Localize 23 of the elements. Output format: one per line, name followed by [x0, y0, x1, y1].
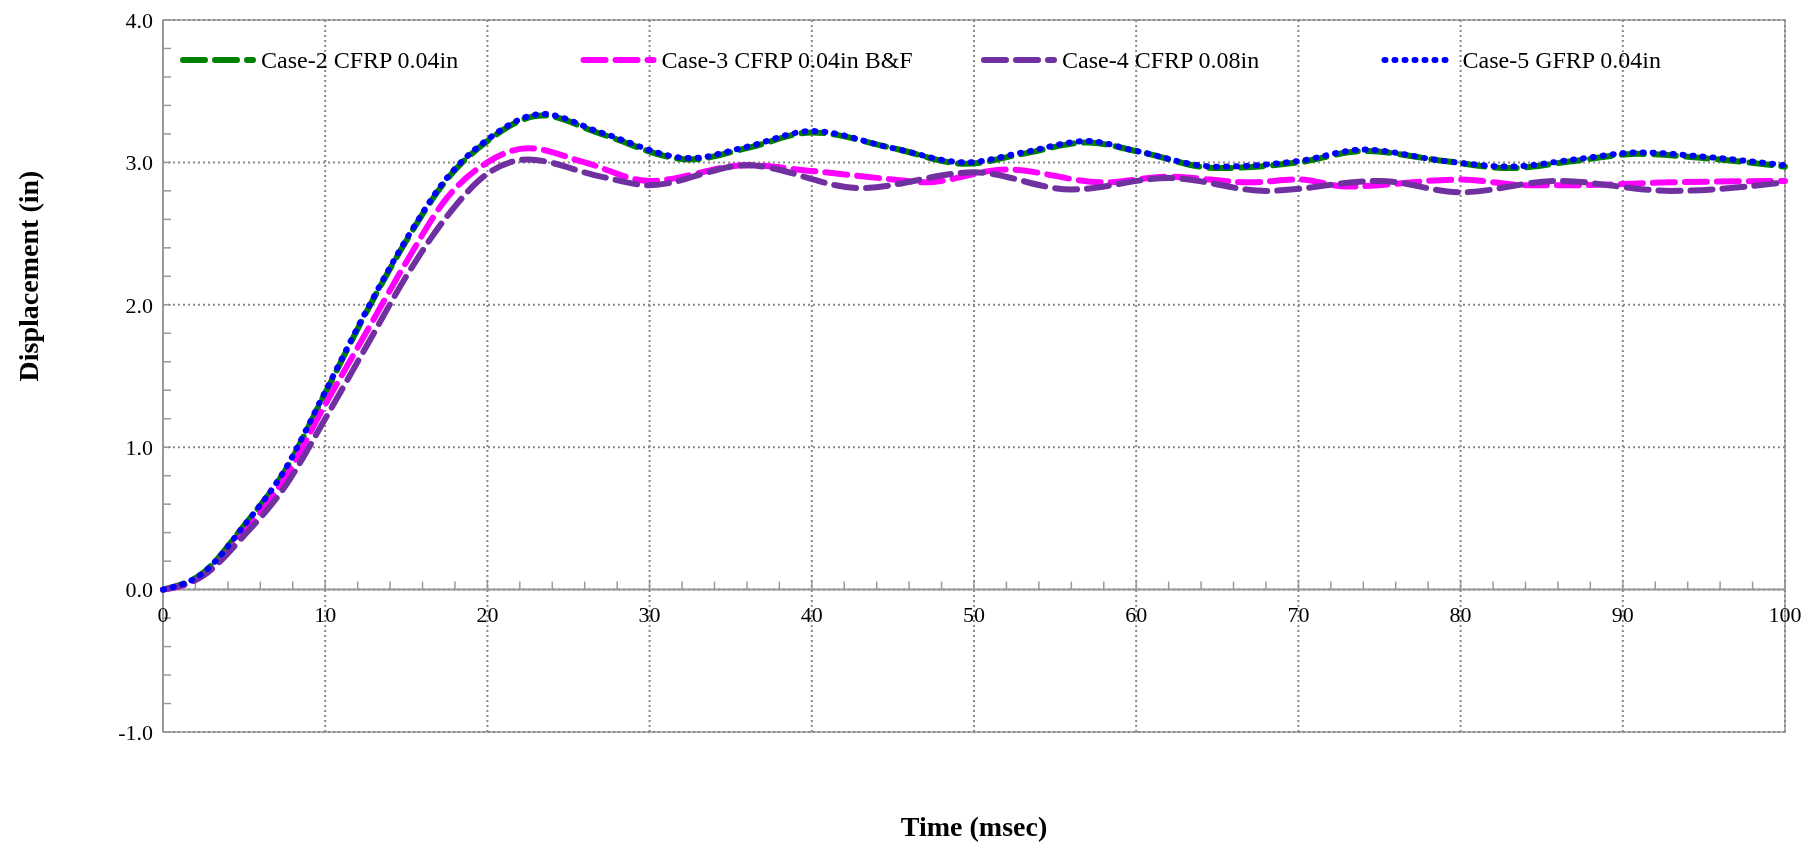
x-tick-label: 90	[1611, 601, 1634, 627]
x-tick-label: 0	[157, 601, 169, 627]
x-axis-title: Time (msec)	[900, 811, 1048, 842]
y-tick-label: 3.0	[125, 150, 153, 176]
x-tick-label: 40	[800, 601, 823, 627]
x-tick-label: 70	[1287, 601, 1310, 627]
y-tick-label: -1.0	[118, 719, 153, 745]
y-tick-label: 2.0	[125, 292, 153, 318]
legend-label: Case-3 CFRP 0.04in B&F	[661, 47, 913, 74]
x-tick-label: 50	[963, 601, 985, 627]
legend-label: Case-2 CFRP 0.04in	[261, 47, 459, 74]
y-tick-label: 0.0	[125, 577, 153, 603]
x-tick-label: 10	[314, 601, 337, 627]
x-tick-label: 80	[1449, 601, 1472, 627]
y-tick-label: 1.0	[125, 434, 153, 460]
x-tick-label: 100	[1768, 601, 1802, 627]
x-tick-label: 20	[476, 601, 499, 627]
y-axis-title: Displacement (in)	[13, 170, 44, 382]
y-tick-label: 4.0	[125, 7, 153, 33]
x-tick-label: 60	[1125, 601, 1148, 627]
x-tick-label: 30	[638, 601, 661, 627]
legend-label: Case-4 CFRP 0.08in	[1062, 47, 1260, 74]
legend-label: Case-5 GFRP 0.04in	[1462, 47, 1661, 74]
